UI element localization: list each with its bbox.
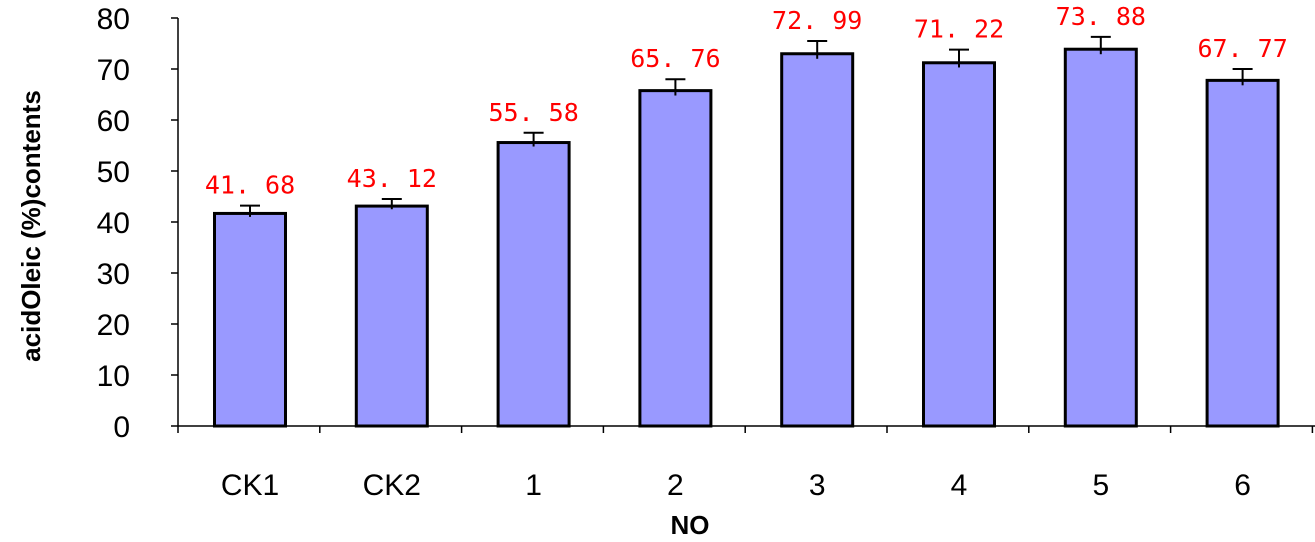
error-bar xyxy=(1090,35,1111,55)
data-label: 67. 77 xyxy=(1197,34,1287,63)
x-axis-title: NO xyxy=(671,510,710,540)
y-tick-label: 40 xyxy=(97,207,130,240)
bar-2 xyxy=(638,89,713,428)
data-label: 65. 76 xyxy=(630,44,720,73)
error-bar xyxy=(665,78,686,96)
x-tick-label: CK2 xyxy=(363,469,421,502)
y-tick-label: 20 xyxy=(97,309,130,342)
y-axis-title: acidOleic (%)contents xyxy=(16,90,46,362)
x-tick-label: 3 xyxy=(809,469,826,502)
error-bar xyxy=(523,131,544,147)
x-tick-label: 1 xyxy=(525,469,542,502)
bar-ck1 xyxy=(213,211,287,428)
y-tick-label: 0 xyxy=(113,411,130,444)
error-bar xyxy=(807,39,828,59)
error-bars xyxy=(240,35,1253,217)
y-tick-label: 70 xyxy=(97,54,130,87)
bar-4 xyxy=(922,61,996,428)
bar-series xyxy=(213,47,1280,428)
y-tick-label: 50 xyxy=(97,156,130,189)
bar-6 xyxy=(1205,78,1280,428)
data-label: 43. 12 xyxy=(347,164,437,193)
bar-1 xyxy=(496,141,571,428)
bar-ck2 xyxy=(354,204,429,428)
data-label: 73. 88 xyxy=(1056,2,1146,31)
data-label: 72. 99 xyxy=(772,6,862,35)
error-bar xyxy=(240,204,260,217)
y-tick-label: 60 xyxy=(97,105,130,138)
data-labels: 41. 68 43. 12 55. 58 65. 76 72. 99 71. 22 73. … xyxy=(205,2,1288,200)
plot-area: 0 10 20 30 40 50 60 70 80 CK1 CK2 1 2 3 4 5 6 41. 68 43.… xyxy=(97,2,1315,502)
y-tick-label: 30 xyxy=(97,258,130,291)
y-tick-label: 10 xyxy=(97,360,130,393)
y-tick-label: 80 xyxy=(97,3,130,36)
bar-5 xyxy=(1063,47,1138,428)
error-bar xyxy=(381,198,402,210)
data-label: 41. 68 xyxy=(205,171,295,200)
x-tick-label: 6 xyxy=(1234,469,1251,502)
y-axis-ticks: 0 10 20 30 40 50 60 70 80 xyxy=(97,3,178,444)
data-label: 71. 22 xyxy=(914,15,1004,44)
x-tick-label: 5 xyxy=(1092,469,1109,502)
x-tick-label: 2 xyxy=(667,469,684,502)
x-tick-label: CK1 xyxy=(221,469,279,502)
x-tick-label: 4 xyxy=(951,469,968,502)
error-bar xyxy=(1232,68,1253,86)
bar-3 xyxy=(780,52,855,428)
data-label: 55. 58 xyxy=(488,98,578,127)
x-axis-ticks: CK1 CK2 1 2 3 4 5 6 xyxy=(177,426,1314,502)
error-bar xyxy=(949,48,969,68)
